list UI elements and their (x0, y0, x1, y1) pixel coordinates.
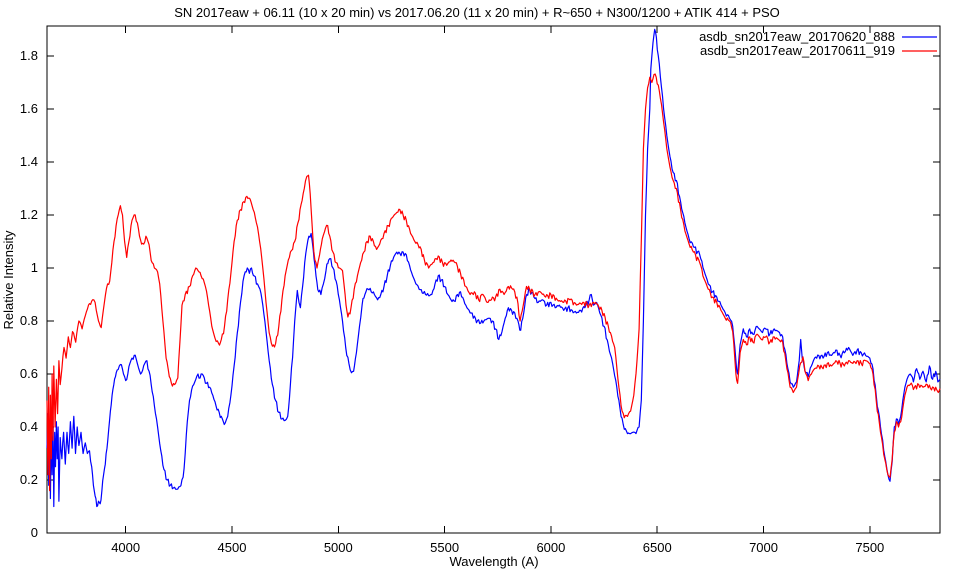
x-tick-label: 4500 (218, 540, 247, 555)
y-tick-label: 0.6 (20, 366, 38, 381)
legend-label: asdb_sn2017eaw_20170620_888 (699, 29, 895, 44)
x-tick-label: 5000 (324, 540, 353, 555)
y-tick-label: 0.8 (20, 313, 38, 328)
x-tick-label: 4000 (111, 540, 140, 555)
y-tick-label: 1.8 (20, 48, 38, 63)
x-tick-label: 6000 (536, 540, 565, 555)
legend-label: asdb_sn2017eaw_20170611_919 (700, 43, 895, 58)
x-tick-label: 7000 (749, 540, 778, 555)
chart-title: SN 2017eaw + 06.11 (10 x 20 min) vs 2017… (174, 5, 780, 20)
y-tick-label: 1.4 (20, 154, 38, 169)
plot-border (46, 25, 941, 534)
x-tick-label: 6500 (643, 540, 672, 555)
legend: asdb_sn2017eaw_20170620_888asdb_sn2017ea… (699, 29, 937, 58)
axis-tick-labels: 4000 4500 5000 5500 6000 6500 7000 7500 0 0.2 0.4 0… (20, 48, 884, 555)
series-line-blue (46, 28, 941, 508)
y-axis-title: Relative Intensity (1, 230, 16, 329)
y-tick-label: 0.2 (20, 472, 38, 487)
y-tick-label: 1 (31, 260, 38, 275)
series-line-red (46, 73, 941, 492)
x-tick-label: 7500 (855, 540, 884, 555)
axis-ticks (47, 26, 940, 534)
y-tick-label: 0 (31, 525, 38, 540)
x-tick-label: 5500 (430, 540, 459, 555)
y-tick-label: 0.4 (20, 419, 38, 434)
series-lines (46, 28, 941, 508)
x-axis-title: Wavelength (A) (449, 554, 538, 569)
y-tick-label: 1.2 (20, 207, 38, 222)
y-tick-label: 1.6 (20, 101, 38, 116)
